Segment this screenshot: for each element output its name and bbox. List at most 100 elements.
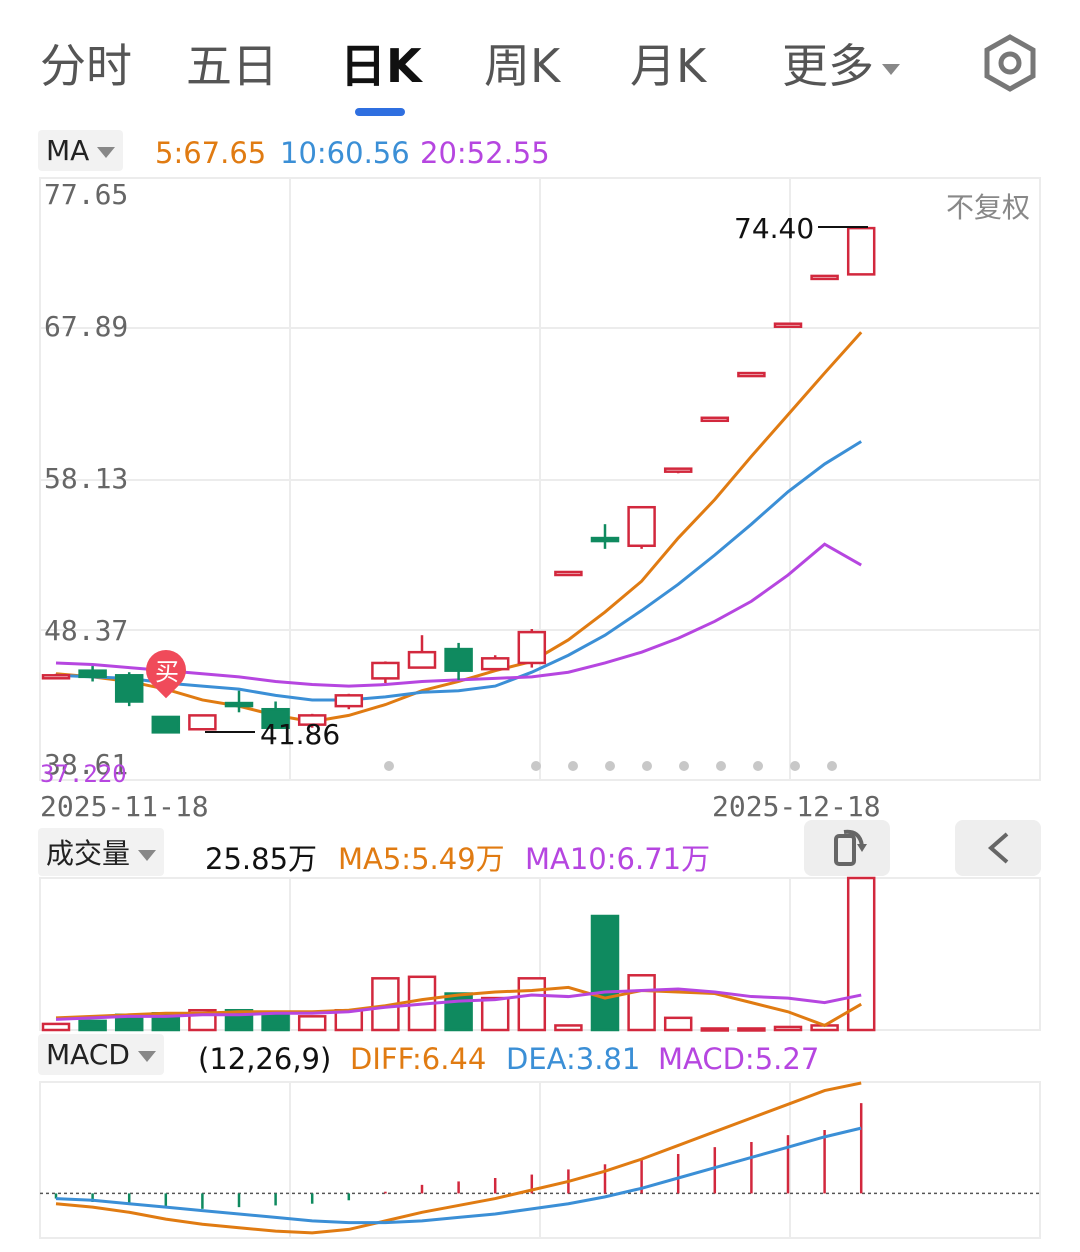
candle-body	[151, 715, 181, 734]
candle-body	[590, 536, 620, 543]
candle-body	[114, 674, 144, 703]
volume-selector-label: 成交量	[46, 837, 131, 870]
candle-body	[78, 669, 107, 679]
volume-bar	[480, 996, 510, 1032]
candle-body	[41, 674, 71, 680]
scroll-dot	[605, 761, 615, 771]
candle-body	[810, 274, 839, 281]
scroll-dot	[531, 761, 541, 771]
volume-bar	[261, 1012, 290, 1032]
candle-body	[444, 647, 473, 672]
tab-yuek[interactable]: 月K	[630, 39, 707, 93]
candle-body	[480, 657, 510, 671]
candle-body	[773, 322, 803, 328]
price-tick-3: 48.37	[44, 614, 129, 647]
chevron-left-icon	[987, 832, 1009, 864]
price-tick-1: 67.89	[44, 310, 129, 343]
scroll-dot	[790, 761, 800, 771]
macd-params: (12,26,9)	[198, 1042, 332, 1076]
ma5-legend: 5:67.65	[155, 136, 267, 170]
macd-value: MACD:5.27	[658, 1042, 820, 1076]
macd-selector[interactable]: MACD	[38, 1034, 164, 1075]
price-tick-2: 58.13	[44, 462, 129, 495]
candle-body	[737, 371, 766, 378]
rotate-screen-button[interactable]	[804, 820, 890, 876]
volume-bar	[663, 1016, 693, 1032]
ma-selector[interactable]: MA	[38, 130, 124, 171]
volume-bar	[78, 1019, 107, 1032]
candle-body	[700, 416, 730, 423]
volume-ma5-line	[55, 985, 862, 1028]
macd-dea-line	[55, 1126, 862, 1225]
candle-body	[663, 467, 693, 473]
candle-body	[846, 226, 876, 276]
volume-bar	[297, 1015, 327, 1032]
macd-selector-label: MACD	[46, 1038, 130, 1071]
date-end: 2025-12-18	[712, 790, 881, 823]
adjust-mode-label[interactable]: 不复权	[946, 191, 1031, 224]
tab-rik[interactable]: 日K	[340, 39, 422, 93]
macd-dea: DEA:3.81	[506, 1042, 641, 1076]
ma-selector-label: MA	[46, 134, 90, 167]
volume-bar	[554, 1024, 583, 1032]
volume-current: 25.85万	[205, 842, 318, 876]
buy-badge-label: 买	[155, 658, 179, 686]
tab-more[interactable]: 更多	[782, 30, 900, 96]
ma10-legend: 10:60.56	[280, 136, 410, 170]
candle-body	[554, 570, 583, 577]
caret-down-icon	[882, 64, 900, 75]
volume-ma10: MA10:6.71万	[525, 842, 711, 876]
active-tab-indicator	[355, 108, 405, 116]
volume-bar	[773, 1025, 803, 1032]
tab-more-label: 更多	[782, 39, 874, 93]
tab-zhouk[interactable]: 周K	[484, 39, 561, 93]
volume-bar	[737, 1027, 766, 1032]
candle-body	[261, 707, 290, 729]
caret-down-icon	[97, 146, 116, 158]
collapse-button[interactable]	[955, 820, 1041, 876]
macd-diff: DIFF:6.44	[350, 1042, 487, 1076]
volume-bar	[846, 876, 876, 1032]
macd-diff-line	[55, 1081, 862, 1235]
candle-body	[407, 650, 437, 669]
rotate-screen-icon	[834, 829, 867, 866]
volume-bar	[590, 914, 620, 1032]
ma20-legend: 20:52.55	[420, 136, 550, 170]
volume-ma10-line	[55, 987, 862, 1021]
candle-body	[371, 661, 400, 680]
scroll-dot	[384, 761, 394, 771]
scroll-dot	[753, 761, 763, 771]
candle-body	[517, 630, 547, 665]
volume-ma5: MA5:5.49万	[338, 842, 505, 876]
volume-selector[interactable]: 成交量	[38, 828, 165, 876]
scroll-dot	[679, 761, 689, 771]
candle-body	[627, 505, 656, 548]
candle-body	[334, 694, 364, 708]
high-price-marker: 74.40	[734, 212, 815, 245]
volume-bar	[700, 1027, 730, 1032]
candle-body	[224, 701, 254, 708]
settings-hex-icon[interactable]	[984, 34, 1036, 92]
tab-fenshi[interactable]: 分时	[40, 39, 132, 93]
price-overlap-label: 37.220	[40, 760, 127, 788]
caret-down-icon	[137, 1050, 156, 1062]
price-tick-4: 38.61	[44, 748, 129, 781]
scroll-dot	[568, 761, 578, 771]
price-tick-0: 77.65	[44, 178, 129, 211]
volume-bar	[627, 974, 656, 1032]
volume-bar	[444, 992, 473, 1032]
date-start: 2025-11-18	[40, 790, 209, 823]
ma10-line	[55, 440, 862, 702]
candle-body	[188, 714, 217, 731]
scroll-dot	[716, 761, 726, 771]
low-price-marker: 41.86	[260, 718, 341, 751]
ma5-line	[55, 331, 863, 724]
scroll-dot	[827, 761, 837, 771]
tab-wuri[interactable]: 五日	[186, 39, 278, 93]
volume-bar	[41, 1022, 71, 1032]
candle-body	[297, 714, 327, 726]
volume-bar	[517, 977, 547, 1032]
caret-down-icon	[138, 849, 157, 861]
scroll-dot	[642, 761, 652, 771]
